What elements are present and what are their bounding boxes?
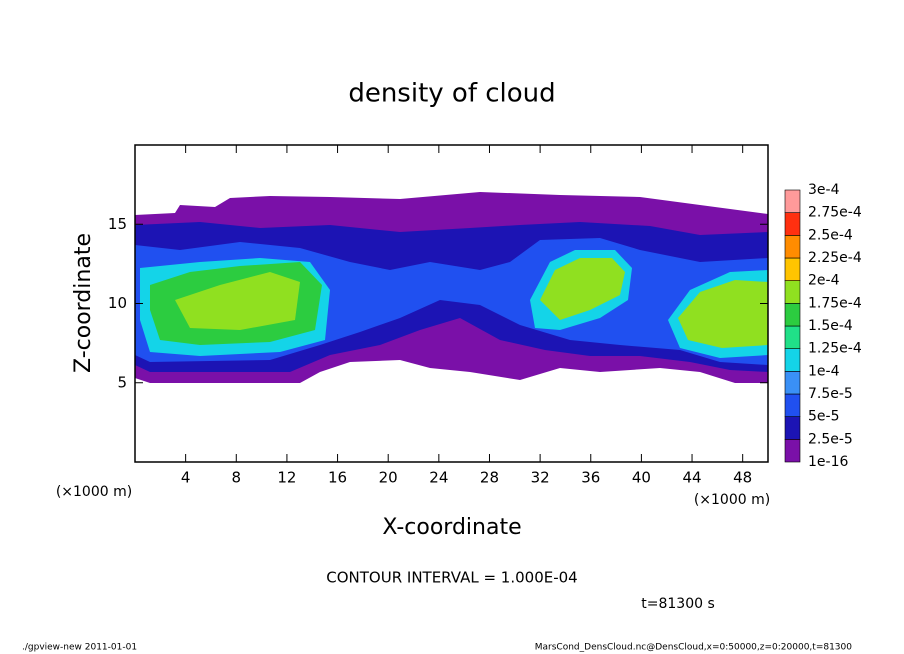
colorbar-label: 2.25e-4 bbox=[808, 250, 862, 266]
y-tick-label: 15 bbox=[108, 215, 127, 233]
x-tick-label: 36 bbox=[581, 469, 600, 487]
colorbar-label: 1.5e-4 bbox=[808, 318, 853, 334]
colorbar-box bbox=[784, 439, 801, 463]
y-unit: (×1000 m) bbox=[56, 484, 132, 500]
colorbar-box bbox=[784, 212, 801, 236]
colorbar-box bbox=[784, 393, 801, 417]
footer: MarsCond_DensCloud.nc@DensCloud,x=0:5000… bbox=[535, 643, 852, 653]
x-tick-label: 40 bbox=[632, 469, 651, 487]
cloud-region bbox=[678, 280, 768, 348]
colorbar-label: 2.5e-4 bbox=[808, 227, 853, 243]
x-tick-label: 16 bbox=[328, 469, 347, 487]
chart-title: density of cloud bbox=[348, 79, 555, 109]
colorbar-label: 2e-4 bbox=[808, 273, 840, 289]
colorbar-box bbox=[784, 303, 801, 327]
x-tick-label: 12 bbox=[277, 469, 296, 487]
colorbar-box bbox=[784, 189, 801, 213]
colorbar-box bbox=[784, 348, 801, 372]
colorbar-box bbox=[784, 257, 801, 281]
field bbox=[135, 192, 768, 383]
colorbar-box bbox=[784, 371, 801, 395]
colorbar-box bbox=[784, 325, 801, 349]
y-axis-label: Z-coordinate bbox=[71, 233, 96, 373]
y-tick-label: 5 bbox=[117, 373, 127, 391]
x-tick-label: 24 bbox=[429, 469, 448, 487]
colorbar-label: 1e-16 bbox=[808, 454, 848, 470]
x-unit: (×1000 m) bbox=[694, 492, 770, 508]
annotation: CONTOUR INTERVAL = 1.000E-04 bbox=[326, 569, 577, 587]
x-tick-label: 48 bbox=[733, 469, 752, 487]
colorbar-label: 7.5e-5 bbox=[808, 386, 853, 402]
colorbar-label: 2.75e-4 bbox=[808, 205, 862, 221]
y-tick-label: 10 bbox=[108, 294, 127, 312]
colorbar-box bbox=[784, 416, 801, 440]
cloud-region bbox=[540, 258, 625, 320]
x-tick-label: 28 bbox=[480, 469, 499, 487]
colorbar-box bbox=[784, 235, 801, 259]
x-axis-label: X-coordinate bbox=[382, 515, 521, 540]
x-tick-label: 4 bbox=[181, 469, 191, 487]
colorbar-label: 1e-4 bbox=[808, 363, 840, 379]
colorbar-label: 1.75e-4 bbox=[808, 295, 862, 311]
footer: ./gpview-new 2011-01-01 bbox=[22, 643, 137, 653]
colorbar-label: 2.5e-5 bbox=[808, 431, 853, 447]
x-tick-label: 32 bbox=[531, 469, 550, 487]
colorbar-box bbox=[784, 280, 801, 304]
x-tick-label: 8 bbox=[232, 469, 242, 487]
colorbar-label: 3e-4 bbox=[808, 182, 840, 198]
x-tick-label: 44 bbox=[682, 469, 701, 487]
time-label: t=81300 s bbox=[641, 596, 715, 612]
colorbar-label: 5e-5 bbox=[808, 409, 839, 425]
cloud-region bbox=[175, 272, 300, 330]
colorbar-label: 1.25e-4 bbox=[808, 341, 862, 357]
x-tick-label: 20 bbox=[379, 469, 398, 487]
